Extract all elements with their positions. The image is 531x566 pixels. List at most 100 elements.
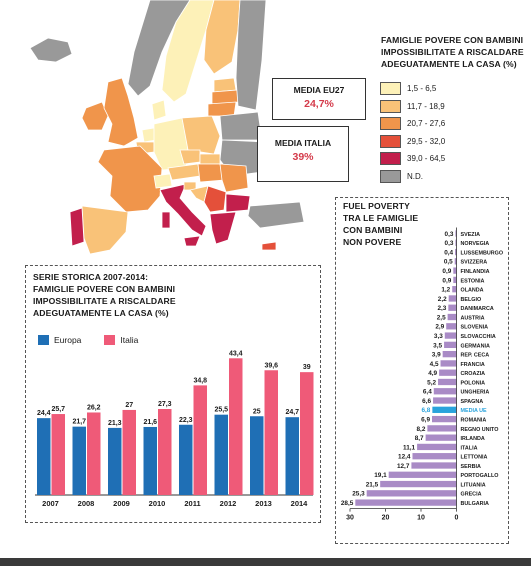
fuel-value-label: 21,5 [366,481,379,488]
fuel-country-label: SERBIA [461,464,481,470]
bar-category-label: 2007 [42,499,59,508]
legend-label: 29,5 - 32,0 [407,136,446,146]
fuel-bar-serbia [411,462,457,469]
bar-data-label: 43,4 [229,350,243,357]
legend-item: 39,0 - 64,5 [380,150,445,168]
map-country-ireland [81,101,109,131]
bar-data-label: 25,5 [214,407,228,414]
callout-value: 24,7% [304,98,334,110]
fuel-bar-belgio [448,295,457,302]
bottom-rule [0,558,531,566]
bar-category-label: 2008 [78,499,95,508]
fuel-chart-frame [335,197,509,544]
fuel-tick-label: 20 [382,515,390,522]
fuel-value-label: 6,4 [423,389,432,396]
fuel-country-label: GRECIA [461,492,482,498]
fuel-country-label: UNGHERIA [461,390,490,396]
fuel-bar-slovacchia [444,332,457,339]
legend-item: 20,7 - 27,6 [380,115,445,133]
bar-category-label: 2011 [184,499,200,508]
legend-swatch [380,99,401,113]
fuel-country-label: CROAZIA [461,371,486,377]
callout-eu-average: MEDIA EU27 24,7% [272,78,366,120]
fuel-value-label: 28,5 [341,500,354,507]
fuel-value-label: 2,2 [438,296,447,303]
map-title-line: IMPOSSIBILITATE A RISCALDARE [381,47,524,57]
bar-legend-label: Europa [54,335,82,345]
fuel-value-label: 0,5 [444,259,453,266]
map-country-portugal [69,207,85,247]
fuel-value-label: 3,5 [433,342,442,349]
map-legend: 1,5 - 6,5 11,7 - 18,9 20,7 - 27,6 29,5 -… [380,80,445,185]
bar-data-label: 21,7 [72,419,86,426]
fuel-bar-lussemburgo [455,248,457,256]
fuel-value-label: 1,2 [441,287,450,294]
bar-europa-2007 [37,418,51,495]
legend-label: N.D. [407,171,423,181]
fuel-value-label: 0,9 [442,277,451,284]
bar-europa-2010 [143,426,157,495]
fuel-value-label: 5,2 [427,379,436,386]
legend-swatch [380,82,401,96]
fuel-tick-label: 30 [346,515,354,522]
bar-title-line: IMPOSSIBILITATE A RISCALDARE [33,296,176,306]
map-country-greece [209,211,237,245]
fuel-bar-austria [447,313,457,321]
bar-data-label: 39,6 [264,362,278,369]
bar-data-label: 21,6 [143,419,157,426]
map-country-spain [81,205,129,255]
map-country-uk [103,77,139,147]
fuel-value-label: 0,3 [445,231,454,238]
fuel-value-label: 2,9 [435,324,444,331]
fuel-country-label: SVEZIA [461,232,481,238]
bar-title-line: ADEGUATAMENTE LA CASA (%) [33,308,169,318]
fuel-bar-finlandia [453,267,457,274]
fuel-value-label: 2,5 [437,314,446,321]
bar-europa-2014 [285,417,299,495]
fuel-country-label: REP. CECA [461,353,490,359]
bar-chart-title: SERIE STORICA 2007-2014: FAMIGLIE POVERE… [33,271,176,319]
map-country-germany [153,117,189,171]
fuel-value-label: 25,3 [352,491,365,498]
fuel-bar-media-ue [432,406,457,413]
map-country-iceland [29,37,73,63]
legend-label: 1,5 - 6,5 [407,84,437,94]
bar-europa-2012 [214,414,228,495]
legend-label: 11,7 - 18,9 [407,101,445,111]
map-country-sicily [183,235,201,247]
map-country-switzerland [153,173,173,189]
bar-chart-legend: Europa Italia [38,335,161,345]
fuel-value-label: 4,5 [430,361,439,368]
bar-title-line: SERIE STORICA 2007-2014: [33,272,149,282]
fuel-value-label: 6,8 [421,407,430,414]
bar-italia-2008 [87,412,101,495]
fuel-bar-olanda [452,286,457,293]
map-country-belarus [219,111,263,141]
map-title-line: FAMIGLIE POVERE CON BAMBINI [381,35,524,45]
bar-chart-frame [25,265,321,523]
bar-data-label: 39 [303,364,311,371]
fuel-bar-danimarca [448,304,457,311]
fuel-bar-polonia [438,378,457,386]
fuel-country-label: AUSTRIA [461,315,485,321]
bar-data-label: 26,2 [87,404,101,411]
fuel-country-label: SVIZZERA [461,260,488,266]
fuel-value-label: 12,7 [397,463,410,470]
fuel-bar-lituania [380,480,457,488]
bar-europa-2009 [108,427,122,495]
legend-item: N.D. [380,168,445,186]
legend-swatch [380,134,401,148]
fuel-country-label: LUSSEMBURGO [461,250,504,256]
map-country-serbia [203,185,227,213]
callout-label: MEDIA EU27 [293,85,345,95]
fuel-country-label: MEDIA UE [461,408,488,414]
map-country-france [97,145,163,213]
bar-chart: 24,425,7 2007 21,7 26,2 2008 21,3 27 2009 21,6 27… [35,350,314,508]
bar-category-label: 2012 [220,499,237,508]
fuel-title-line: FUEL POVERTY [343,201,410,211]
map-country-czech [179,149,201,165]
callout-value: 39% [292,151,314,163]
legend-item: 29,5 - 32,0 [380,133,445,151]
fuel-value-label: 2,3 [437,305,446,312]
fuel-tick-label: 0 [455,515,459,522]
